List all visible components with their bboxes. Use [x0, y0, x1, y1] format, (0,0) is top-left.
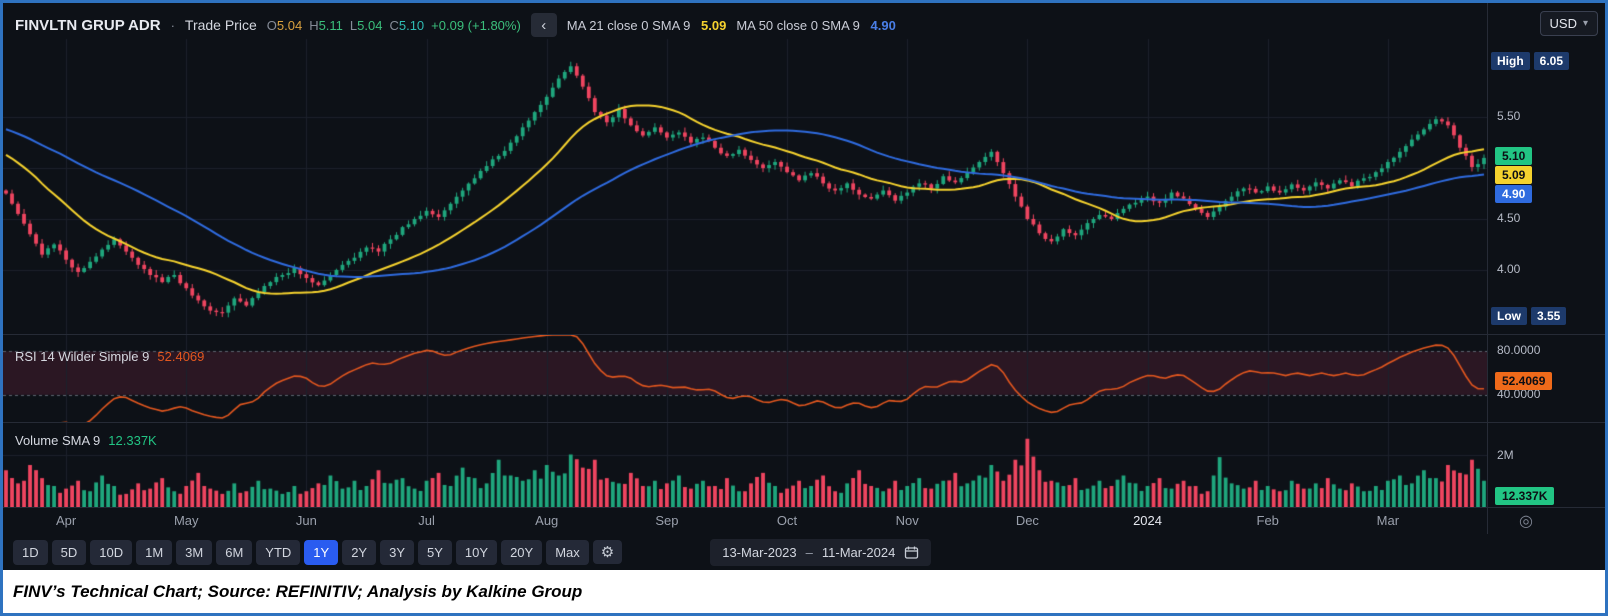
symbol-name: FINVLTN GRUP ADR	[15, 16, 161, 34]
volume-legend: Volume SMA 9 12.337K	[15, 433, 157, 448]
ma21-value: 5.09	[701, 17, 727, 33]
ma50-legend: MA 50 close 0 SMA 9 4.90	[736, 18, 896, 33]
calendar-icon	[904, 545, 919, 560]
close-label: C	[389, 17, 399, 33]
chevron-down-icon: ▾	[1582, 18, 1588, 29]
ma50-value: 4.90	[870, 17, 896, 33]
low-badge-value: 3.55	[1531, 306, 1567, 325]
time-axis-label-dec: Dec	[1015, 513, 1039, 528]
series-type-label: Trade Price	[184, 17, 257, 33]
chart-legend: FINVLTN GRUP ADR · Trade Price O5.04 H5.…	[3, 3, 1475, 47]
time-axis-label-2024: 2024	[1133, 513, 1162, 528]
currency-selector[interactable]: USD ▾	[1539, 11, 1598, 36]
price-axis-label: 4.50	[1497, 211, 1521, 225]
range-button-1d[interactable]: 1D	[13, 539, 48, 565]
price-pane-canvas[interactable]	[3, 3, 1487, 334]
rsi-value-badge: 52.4069	[1495, 372, 1553, 391]
range-button-3m[interactable]: 3M	[176, 539, 213, 565]
low-badge-label: Low	[1491, 306, 1527, 325]
high-label: H	[309, 17, 319, 33]
time-axis[interactable]: Apr May Jun Jul Aug Sep Oct Nov Dec 2024 Feb Mar	[3, 507, 1487, 534]
high-price-badge: High 6.05	[1491, 52, 1570, 71]
ma21-label: MA 21 close 0 SMA 9	[566, 17, 691, 33]
rsi-lower-band-label: 40.0000	[1497, 386, 1541, 401]
ma50-price-badge: 4.90	[1495, 184, 1533, 203]
rsi-value: 52.4069	[157, 349, 205, 364]
pane-separator	[3, 422, 1605, 423]
range-toolbar: 1D 5D 10D 1M 3M 6M YTD 1Y 2Y 3Y 5Y 10Y 20Y Max ⚙ 13-M…	[3, 534, 1605, 570]
range-button-2y[interactable]: 2Y	[342, 539, 377, 565]
high-value: 5.11	[318, 17, 343, 33]
volume-pane-canvas[interactable]	[3, 423, 1487, 507]
range-button-ytd[interactable]: YTD	[256, 539, 301, 565]
close-value: 5.10	[398, 17, 425, 33]
caption-text: FINV’s Technical Chart; Source: REFINITI…	[13, 581, 583, 601]
range-button-1m[interactable]: 1M	[136, 539, 173, 565]
range-button-6m[interactable]: 6M	[216, 539, 253, 565]
chevron-left-icon[interactable]: ‹	[530, 13, 557, 37]
date-from: 13-Mar-2023	[722, 544, 797, 560]
time-axis-label-oct: Oct	[776, 513, 798, 528]
volume-scale-label: 2M	[1497, 447, 1514, 462]
caption-bar: FINV’s Technical Chart; Source: REFINITI…	[3, 570, 1605, 613]
gear-icon[interactable]: ⚙	[592, 540, 623, 564]
price-axis[interactable]: High 6.05 5.10 5.09 4.90 Low 3.55 80.000…	[1487, 3, 1605, 534]
low-price-badge: Low 3.55	[1491, 306, 1567, 325]
ma21-price-badge: 5.09	[1495, 165, 1533, 184]
open-label: O	[266, 17, 277, 33]
range-button-3y[interactable]: 3Y	[380, 539, 415, 565]
price-axis-label: 4.00	[1497, 261, 1521, 276]
time-axis-label-feb: Feb	[1256, 513, 1279, 528]
range-button-group: 1D 5D 10D 1M 3M 6M YTD 1Y 2Y 3Y 5Y 10Y 20Y Max	[13, 539, 589, 565]
change-value: +0.09 (+1.80%)	[431, 17, 521, 33]
range-button-20y[interactable]: 20Y	[501, 539, 543, 565]
low-label: L	[349, 17, 358, 33]
range-button-1y[interactable]: 1Y	[304, 539, 339, 565]
ma50-label: MA 50 close 0 SMA 9	[736, 17, 860, 33]
date-range-dash: –	[805, 544, 813, 560]
time-axis-label-jun: Jun	[295, 513, 317, 528]
legend-dot-separator: ·	[170, 17, 175, 33]
range-button-5y[interactable]: 5Y	[418, 539, 452, 565]
last-price-badge: 5.10	[1495, 146, 1533, 165]
price-axis-label: 5.50	[1497, 109, 1521, 124]
range-button-5d[interactable]: 5D	[51, 539, 87, 565]
time-axis-label-mar: Mar	[1376, 513, 1400, 528]
time-axis-label-sep: Sep	[655, 513, 679, 528]
open-value: 5.04	[276, 17, 303, 33]
date-range-picker[interactable]: 13-Mar-2023 – 11-Mar-2024	[710, 538, 932, 566]
range-button-10d[interactable]: 10D	[90, 539, 133, 565]
date-to: 11-Mar-2024	[821, 544, 896, 560]
volume-value: 12.337K	[108, 433, 157, 448]
range-button-max[interactable]: Max	[546, 539, 589, 565]
range-button-10y[interactable]: 10Y	[455, 539, 498, 565]
pane-separator	[3, 334, 1605, 335]
time-axis-label-jul: Jul	[418, 513, 435, 528]
ohlc-values: O5.04 H5.11 L5.04 C5.10 +0.09 (+1.80%)	[267, 18, 521, 33]
time-axis-separator	[3, 507, 1605, 508]
crosshair-target-icon[interactable]: ◎	[1519, 513, 1533, 530]
time-axis-label-may: May	[173, 513, 199, 528]
high-badge-value: 6.05	[1533, 52, 1570, 71]
price-axis-separator	[1487, 3, 1488, 534]
rsi-upper-band-label: 80.0000	[1497, 343, 1541, 358]
time-axis-label-aug: Aug	[535, 513, 559, 528]
time-axis-label-apr: Apr	[55, 513, 77, 528]
high-badge-label: High	[1491, 52, 1530, 71]
currency-label: USD	[1549, 16, 1577, 31]
rsi-title: RSI 14 Wilder Simple 9	[15, 349, 150, 364]
time-axis-label-nov: Nov	[895, 513, 919, 528]
low-value: 5.04	[357, 17, 383, 33]
rsi-legend: RSI 14 Wilder Simple 9 52.4069	[15, 349, 204, 364]
rsi-pane-canvas[interactable]	[3, 335, 1487, 422]
volume-value-badge: 12.337K	[1495, 487, 1555, 505]
volume-title: Volume SMA 9	[15, 433, 101, 448]
ma21-legend: MA 21 close 0 SMA 9 5.09	[567, 18, 727, 33]
